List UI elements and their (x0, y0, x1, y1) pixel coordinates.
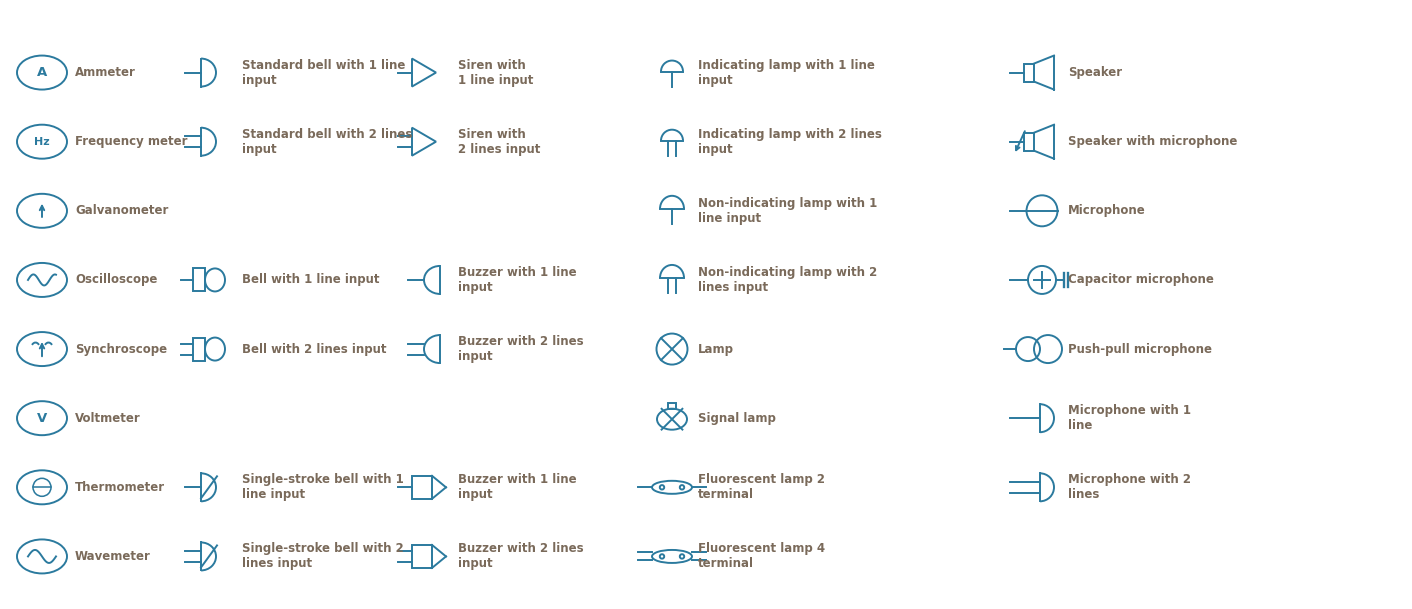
Text: Siren with
1 line input: Siren with 1 line input (457, 58, 534, 86)
Text: Ammeter: Ammeter (75, 66, 136, 79)
Text: Wavemeter: Wavemeter (75, 550, 151, 563)
Text: Synchroscope: Synchroscope (75, 342, 167, 356)
Text: Oscilloscope: Oscilloscope (75, 273, 157, 286)
Text: Buzzer with 2 lines
input: Buzzer with 2 lines input (457, 335, 583, 363)
Text: Fluorescent lamp 2
terminal: Fluorescent lamp 2 terminal (698, 473, 825, 501)
Text: Standard bell with 1 line
input: Standard bell with 1 line input (241, 58, 405, 86)
Text: Indicating lamp with 2 lines
input: Indicating lamp with 2 lines input (698, 128, 882, 156)
Text: Bell with 1 line input: Bell with 1 line input (241, 273, 380, 286)
Text: Buzzer with 1 line
input: Buzzer with 1 line input (457, 266, 576, 294)
Text: Push-pull microphone: Push-pull microphone (1067, 342, 1211, 356)
Text: Microphone: Microphone (1067, 204, 1145, 217)
Text: Non-indicating lamp with 2
lines input: Non-indicating lamp with 2 lines input (698, 266, 877, 294)
Bar (668, 403, 676, 409)
Text: Lamp: Lamp (698, 342, 734, 356)
Bar (412, 476, 432, 499)
Text: Single-stroke bell with 2
lines input: Single-stroke bell with 2 lines input (241, 543, 404, 571)
Bar (193, 337, 205, 361)
Bar (193, 269, 205, 292)
Text: A: A (37, 66, 47, 79)
Text: Microphone with 1
line: Microphone with 1 line (1067, 404, 1190, 432)
Text: Signal lamp: Signal lamp (698, 412, 775, 424)
Text: Buzzer with 1 line
input: Buzzer with 1 line input (457, 473, 576, 501)
Text: Fluorescent lamp 4
terminal: Fluorescent lamp 4 terminal (698, 543, 825, 571)
Text: Speaker: Speaker (1067, 66, 1123, 79)
Text: Bell with 2 lines input: Bell with 2 lines input (241, 342, 387, 356)
Text: Non-indicating lamp with 1
line input: Non-indicating lamp with 1 line input (698, 197, 877, 225)
Bar (1024, 133, 1034, 150)
Text: Frequency meter: Frequency meter (75, 135, 188, 148)
Text: Thermometer: Thermometer (75, 481, 165, 494)
Text: Microphone with 2
lines: Microphone with 2 lines (1067, 473, 1190, 501)
Text: Voltmeter: Voltmeter (75, 412, 141, 424)
Text: Galvanometer: Galvanometer (75, 204, 168, 217)
Bar (412, 545, 432, 568)
Text: Buzzer with 2 lines
input: Buzzer with 2 lines input (457, 543, 583, 571)
Text: Standard bell with 2 lines
input: Standard bell with 2 lines input (241, 128, 412, 156)
Text: Speaker with microphone: Speaker with microphone (1067, 135, 1237, 148)
Text: Indicating lamp with 1 line
input: Indicating lamp with 1 line input (698, 58, 875, 86)
Text: Capacitor microphone: Capacitor microphone (1067, 273, 1214, 286)
Bar (1024, 63, 1034, 82)
Text: Single-stroke bell with 1
line input: Single-stroke bell with 1 line input (241, 473, 404, 501)
Text: Siren with
2 lines input: Siren with 2 lines input (457, 128, 541, 156)
Text: V: V (37, 412, 47, 424)
Text: Hz: Hz (34, 136, 49, 147)
